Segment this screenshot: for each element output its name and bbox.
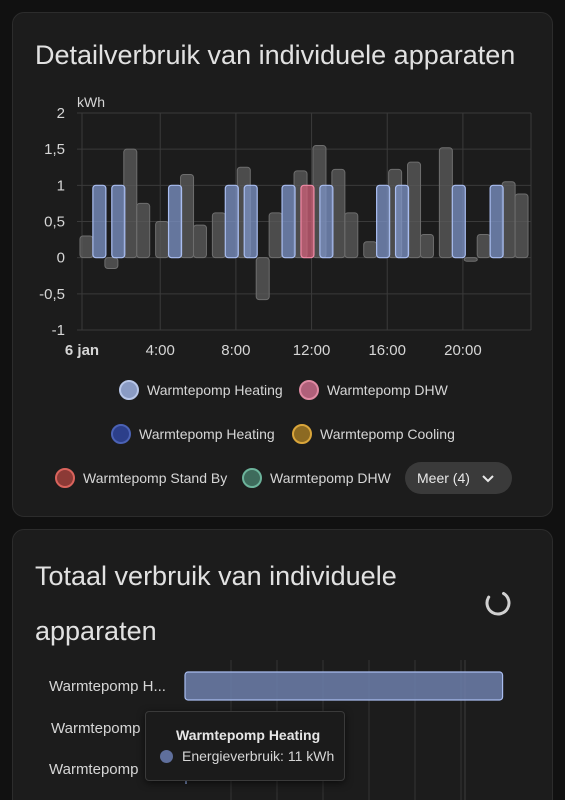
x-tick-label: 20:00: [444, 342, 482, 359]
bar-other: [136, 202, 151, 259]
legend-label: Warmtepomp DHW: [327, 382, 448, 398]
more-button-label: Meer (4): [417, 470, 470, 486]
bar-other: [155, 221, 170, 259]
bar-other: [419, 234, 434, 259]
bar-other: [363, 241, 378, 259]
legend-label: Warmtepomp Heating: [147, 382, 283, 398]
legend-label: Warmtepomp DHW: [270, 470, 391, 486]
bar-heating: [92, 184, 107, 259]
y-axis-label: kWh: [77, 94, 105, 110]
legend-dot-heating-1-icon: [119, 380, 139, 400]
legend-item-cooling[interactable]: Warmtepomp Cooling: [292, 424, 455, 444]
detail-card-title: Detailverbruik van individuele apparaten: [35, 40, 516, 70]
legend-item-heating-2[interactable]: Warmtepomp Heating: [111, 424, 275, 444]
bar-other: [79, 235, 94, 259]
bar-other: [438, 147, 453, 259]
bar-heating: [394, 184, 410, 259]
legend-dot-dhw-2-icon: [242, 468, 262, 488]
bar-heating: [167, 184, 183, 259]
x-tick-label: 4:00: [146, 342, 175, 359]
bar-other: [104, 257, 119, 270]
bar-heating: [376, 184, 391, 259]
x-tick-label: 16:00: [368, 342, 406, 359]
legend-item-standby[interactable]: Warmtepomp Stand By: [55, 468, 227, 488]
total-usage-card: Totaal verbruik van individuele apparate…: [12, 529, 553, 800]
bar-heating: [111, 184, 126, 259]
y-tick-label: -0,5: [39, 286, 65, 303]
tooltip-series-dot-icon: [160, 750, 173, 763]
legend-more-button[interactable]: Meer (4): [405, 462, 512, 494]
legend-item-dhw-2[interactable]: Warmtepomp DHW: [242, 468, 391, 488]
total-bar-label-3: Warmtepomp: [49, 761, 139, 778]
loading-spinner-icon: [485, 590, 511, 616]
y-tick-label: 1: [57, 177, 65, 194]
bar-other: [463, 257, 478, 262]
legend-dot-dhw-1-icon: [299, 380, 319, 400]
legend-dot-cooling-icon: [292, 424, 312, 444]
y-tick-label: 2: [57, 105, 65, 122]
total-card-title-line1: Totaal verbruik van individuele: [35, 561, 397, 591]
bar-other: [123, 148, 138, 259]
legend-dot-standby-icon: [55, 468, 75, 488]
total-bar-label-2: Warmtepomp: [51, 720, 141, 737]
bar-other: [180, 173, 195, 259]
bar-other: [514, 193, 529, 259]
x-tick-label: 12:00: [293, 342, 331, 359]
bar-dhw: [300, 184, 315, 259]
legend-item-heating-1[interactable]: Warmtepomp Heating: [119, 380, 283, 400]
bar-other: [192, 224, 207, 259]
legend-dot-heating-2-icon: [111, 424, 131, 444]
y-tick-label: 0: [57, 250, 65, 267]
x-tick-label: 6 jan: [65, 342, 99, 359]
y-tick-label: 1,5: [44, 141, 65, 158]
bar-other: [268, 212, 283, 259]
tooltip-value: Energieverbruik: 11 kWh: [182, 748, 335, 764]
bar-other: [211, 212, 226, 259]
bar-heating: [243, 184, 258, 259]
chevron-down-icon: [482, 471, 494, 486]
legend-item-dhw-1[interactable]: Warmtepomp DHW: [299, 380, 448, 400]
legend-label: Warmtepomp Cooling: [320, 426, 455, 442]
legend-label: Warmtepomp Stand By: [83, 470, 228, 486]
legend-label: Warmtepomp Heating: [139, 426, 275, 442]
bar-heating: [451, 184, 466, 259]
bar-other: [476, 234, 491, 259]
chart-tooltip: Warmtepomp Heating Energieverbruik: 11 k…: [145, 711, 345, 781]
total-bar: [184, 671, 504, 701]
detail-usage-card: Detailverbruik van individuele apparaten…: [12, 12, 553, 517]
bar-other: [255, 257, 270, 301]
bar-heating: [319, 184, 334, 259]
bar-other: [344, 212, 359, 259]
bar-heating: [281, 184, 296, 259]
bar-heating: [489, 184, 504, 259]
bar-other: [407, 161, 422, 259]
bar-other: [501, 181, 516, 259]
bar-heating: [224, 184, 239, 259]
y-tick-label: -1: [52, 322, 65, 339]
bar-other: [331, 168, 346, 259]
tooltip-title: Warmtepomp Heating: [176, 727, 321, 743]
detail-usage-chart[interactable]: 2 1,5 1 0,5 0 -0,5 -16 jan 4:00 8:00 12:00 16:00 20…: [13, 13, 554, 373]
total-card-title-line2: apparaten: [35, 616, 157, 646]
y-tick-label: 0,5: [44, 214, 65, 231]
total-bar-label-1: Warmtepomp H...: [49, 678, 166, 695]
x-tick-label: 8:00: [221, 342, 250, 359]
